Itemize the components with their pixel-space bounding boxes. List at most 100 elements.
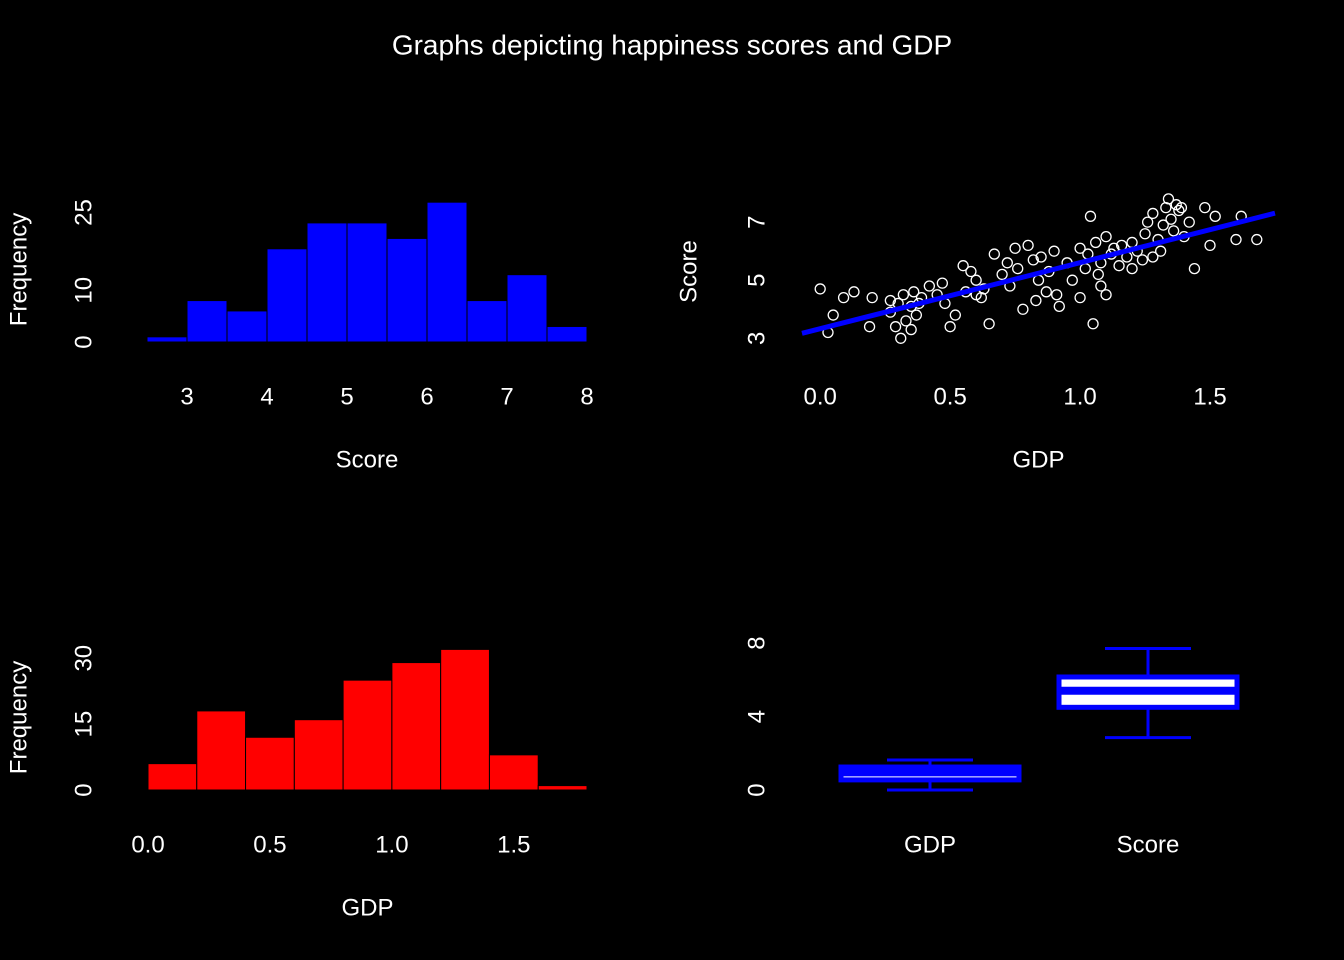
point (1009, 242, 1021, 254)
point (983, 318, 995, 330)
point (1084, 210, 1097, 222)
point (1139, 228, 1151, 240)
bar (196, 710, 247, 791)
bar (537, 785, 588, 791)
x-tick-label: 8 (580, 383, 593, 410)
x-tick-label: 6 (420, 383, 433, 410)
point (1142, 216, 1154, 228)
point (1100, 231, 1112, 243)
y-tick-label: 15 (70, 711, 97, 738)
point (1188, 262, 1201, 275)
bar (391, 662, 442, 791)
point (1030, 294, 1042, 307)
bar (266, 248, 308, 343)
point (1074, 242, 1086, 254)
x-tick-label: GDP (904, 831, 956, 858)
point (1048, 245, 1060, 257)
point (1017, 303, 1029, 315)
point (970, 274, 982, 286)
point (1074, 291, 1086, 304)
x-tick-label: 4 (260, 383, 273, 410)
fit-line (801, 210, 1276, 336)
point (923, 280, 935, 292)
bar (342, 679, 393, 791)
point (837, 291, 850, 304)
x-tick-label: 5 (340, 383, 353, 410)
point (1053, 300, 1065, 312)
x-tick-label: 1.0 (1063, 383, 1096, 410)
point (897, 289, 910, 301)
x-tick-label: 0.5 (933, 383, 966, 410)
point (1199, 201, 1211, 214)
point (863, 321, 876, 333)
point (1035, 251, 1047, 263)
point (944, 321, 956, 333)
x-tick-label: 1.5 (1193, 383, 1226, 410)
x-axis-label: Score (336, 446, 399, 473)
point (1136, 254, 1149, 266)
y-tick-label: 0 (70, 335, 97, 348)
point (965, 265, 977, 278)
point (1154, 245, 1167, 257)
x-tick-label: Score (1117, 831, 1180, 858)
point (1087, 318, 1099, 330)
point (900, 315, 912, 327)
y-tick-label: 3 (743, 332, 770, 345)
y-tick-label: 8 (743, 636, 770, 649)
point (1183, 216, 1195, 228)
x-tick-label: 3 (180, 383, 193, 410)
point (1032, 274, 1045, 286)
point (996, 268, 1008, 281)
bar (306, 222, 348, 343)
x-tick-label: 0.5 (253, 831, 286, 858)
y-tick-label: 30 (70, 645, 97, 672)
point (1022, 239, 1034, 252)
bar (147, 763, 198, 791)
point (895, 332, 907, 344)
y-axis-label: Frequency (5, 661, 32, 774)
bar (466, 300, 508, 343)
point (1092, 268, 1104, 281)
x-tick-label: 0.0 (804, 383, 837, 410)
point (988, 248, 1000, 260)
point (814, 283, 826, 295)
point (1167, 225, 1180, 237)
y-axis-label: Frequency (5, 213, 32, 326)
x-tick-label: 0.0 (131, 831, 164, 858)
point (936, 277, 948, 289)
point (1001, 257, 1013, 269)
point (908, 286, 920, 298)
bar (245, 736, 295, 791)
x-axis-label: GDP (341, 894, 393, 921)
y-tick-label: 0 (743, 783, 770, 796)
bar (488, 754, 539, 791)
x-axis-label: GDP (1012, 446, 1064, 473)
x-tick-label: 1.0 (375, 831, 408, 858)
point (1147, 207, 1159, 220)
point (949, 309, 961, 321)
point (910, 309, 923, 321)
bar (440, 648, 490, 791)
point (866, 291, 878, 304)
x-tick-label: 7 (500, 383, 513, 410)
y-tick-label: 5 (743, 274, 770, 287)
point (957, 260, 969, 272)
x-tick-label: 1.5 (497, 831, 530, 858)
bar (346, 222, 388, 343)
point (1165, 213, 1177, 225)
point (905, 323, 917, 336)
bar (146, 336, 188, 343)
bar (386, 237, 428, 343)
y-tick-label: 0 (70, 783, 97, 796)
point (1095, 280, 1107, 292)
point (889, 321, 902, 333)
point (1230, 233, 1242, 246)
bar (186, 300, 228, 343)
point (1027, 254, 1039, 266)
y-tick-label: 4 (743, 710, 770, 723)
y-axis-label: Score (675, 240, 702, 303)
y-tick-label: 7 (743, 215, 770, 228)
point (1209, 210, 1221, 222)
bar (293, 719, 344, 791)
